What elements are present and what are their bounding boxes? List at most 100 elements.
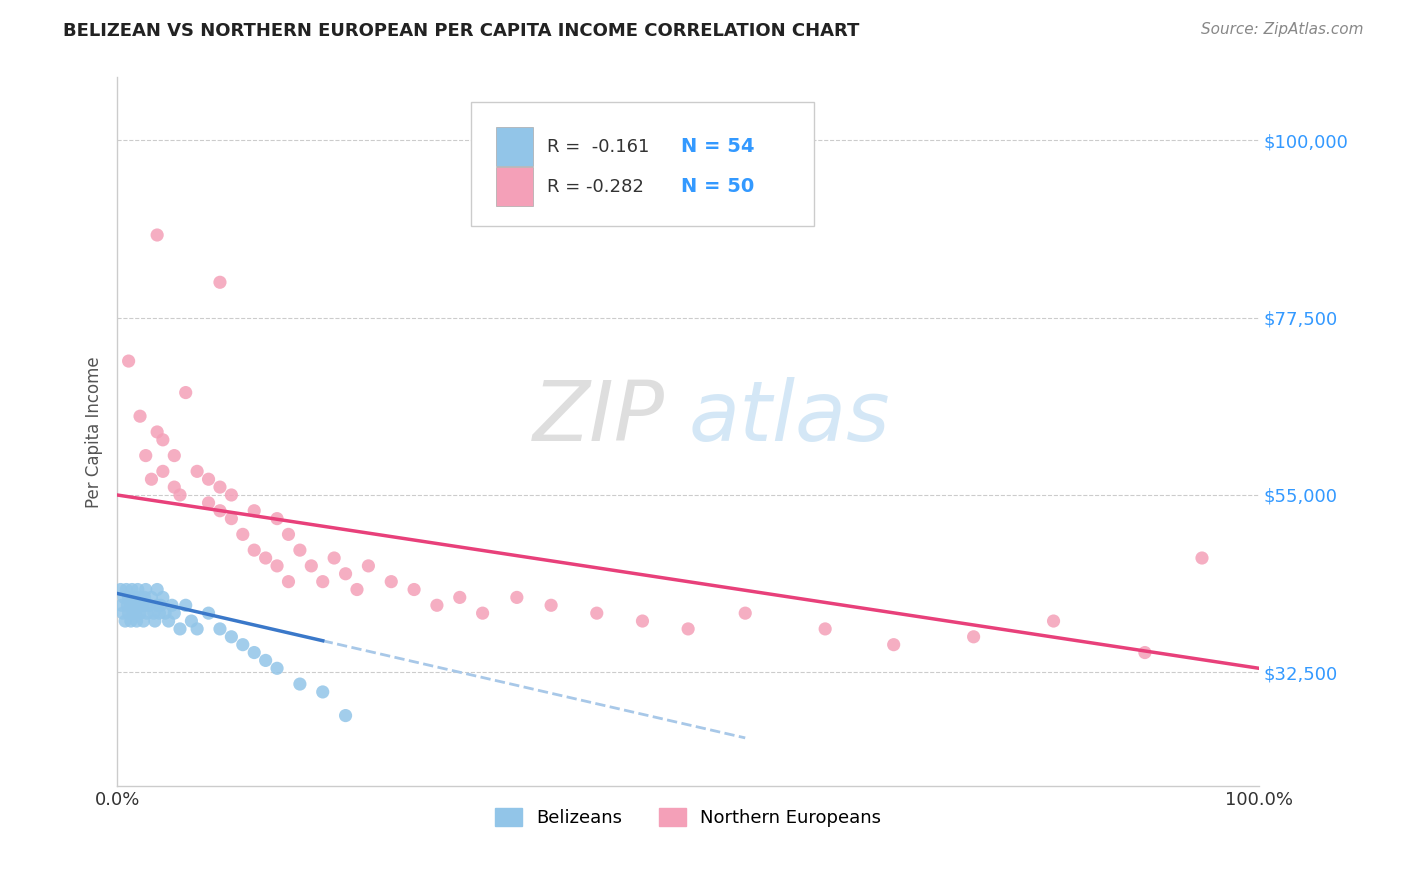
Text: N = 50: N = 50 [682,178,755,196]
Point [125,614,148,628]
Text: R =  -0.161: R = -0.161 [547,137,650,155]
Point [146,599,169,613]
Text: R = -0.282: R = -0.282 [547,178,644,196]
Point [288,677,311,691]
Y-axis label: Per Capita Income: Per Capita Income [86,356,103,508]
Point [163,480,186,494]
Point [160,599,183,613]
Point [335,566,357,581]
Point [299,558,322,573]
Point [132,614,155,628]
Point [585,606,607,620]
Point [221,630,243,644]
Point [312,685,335,699]
Point [221,488,243,502]
FancyBboxPatch shape [471,103,814,227]
Point [121,582,143,597]
Text: BELIZEAN VS NORTHERN EUROPEAN PER CAPITA INCOME CORRELATION CHART: BELIZEAN VS NORTHERN EUROPEAN PER CAPITA… [63,22,859,40]
Point [117,599,139,613]
Point [232,638,254,652]
Point [111,606,134,620]
Point [186,622,208,636]
Point [174,385,197,400]
Point [404,582,426,597]
Point [114,614,136,628]
Point [169,488,191,502]
Point [152,591,174,605]
Point [266,558,288,573]
Point [141,472,163,486]
Point [124,591,146,605]
Point [254,551,277,566]
Text: N = 54: N = 54 [682,137,755,156]
Point [243,543,266,558]
Point [449,591,471,605]
Point [124,599,146,613]
Point [1191,551,1213,566]
Point [208,622,231,636]
Point [138,599,160,613]
Point [135,606,157,620]
Point [734,606,756,620]
Legend: Belizeans, Northern Europeans: Belizeans, Northern Europeans [488,800,889,834]
Point [676,622,699,636]
Point [111,599,134,613]
Point [323,551,346,566]
Point [197,496,219,510]
Point [197,472,219,486]
Point [149,599,172,613]
Point [277,574,299,589]
Point [110,582,132,597]
Point [127,582,149,597]
Point [380,574,402,589]
Point [146,227,169,242]
Point [814,622,837,636]
Point [266,661,288,675]
Point [506,591,529,605]
Point [141,591,163,605]
Point [117,606,139,620]
Point [232,527,254,541]
Point [146,582,169,597]
Point [112,591,135,605]
Point [266,511,288,525]
Point [254,653,277,667]
Point [174,599,197,613]
Point [152,464,174,478]
Point [120,599,142,613]
Point [180,614,202,628]
Point [135,582,157,597]
Point [197,606,219,620]
Point [129,591,152,605]
Point [142,606,165,620]
Point [169,622,191,636]
Point [157,614,180,628]
Point [129,409,152,424]
Point [277,527,299,541]
Point [153,606,176,620]
Point [883,638,905,652]
Point [163,449,186,463]
Point [163,606,186,620]
Point [148,606,170,620]
Point [124,606,146,620]
Point [540,599,562,613]
Text: atlas: atlas [688,377,890,458]
Point [962,630,984,644]
Point [1133,646,1156,660]
Point [631,614,654,628]
Point [471,606,494,620]
Point [131,599,153,613]
Point [208,275,231,289]
Point [120,614,142,628]
Point [134,591,156,605]
Point [288,543,311,558]
Text: ZIP: ZIP [533,377,665,458]
Point [346,582,368,597]
Point [143,614,166,628]
Point [208,480,231,494]
Point [117,354,139,368]
Point [312,574,335,589]
Point [335,708,357,723]
Point [186,464,208,478]
